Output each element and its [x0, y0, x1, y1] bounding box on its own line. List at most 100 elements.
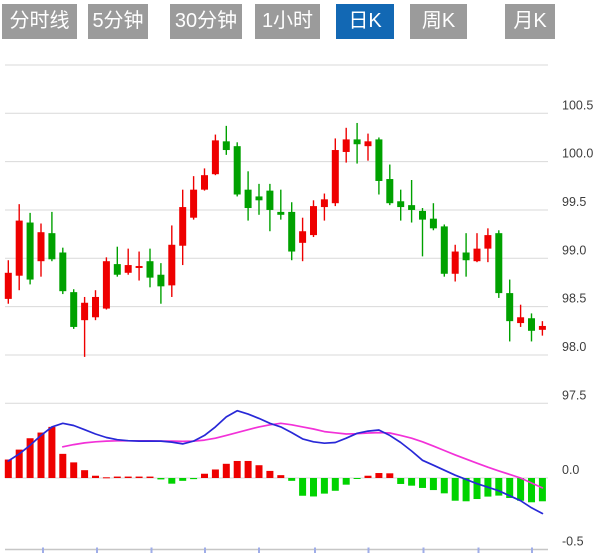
macd-histogram-bar [81, 470, 89, 478]
macd-histogram-bar [4, 459, 12, 478]
candle-body-up [299, 231, 307, 243]
price-axis-label: 100.0 [562, 147, 593, 161]
macd-histogram-bar [48, 426, 56, 478]
macd-histogram-bar [201, 473, 208, 478]
candle-body-down [113, 264, 121, 275]
candle-body-down [26, 222, 34, 280]
candle-body-down [375, 139, 383, 181]
macd-histogram-bar [310, 478, 317, 497]
macd-histogram-bar [462, 478, 470, 502]
price-axis-label: 99.5 [562, 195, 586, 209]
candle-body-down [353, 139, 361, 145]
candle-body-down [440, 226, 448, 274]
candle-body-down [157, 274, 165, 287]
candle-body-up [517, 317, 525, 324]
macd-histogram-bar [59, 453, 67, 478]
macd-histogram-bar [538, 478, 546, 502]
macd-histogram-bar [473, 478, 481, 500]
macd-histogram-bar [375, 473, 383, 478]
candle-body-down [233, 146, 241, 195]
macd-histogram-bar [157, 478, 165, 480]
candle-body-up [37, 232, 45, 262]
tab-daily-k[interactable]: 日K [336, 4, 394, 39]
tab-weekly-k[interactable]: 周K [410, 4, 467, 39]
macd-histogram-bar [190, 478, 198, 480]
macd-histogram-bar [124, 476, 132, 478]
macd-histogram-bar [37, 432, 45, 478]
macd-histogram-bar [92, 475, 99, 478]
candle-body-up [211, 140, 219, 175]
tab-30min[interactable]: 30分钟 [170, 4, 242, 39]
x-axis-tick [42, 547, 44, 553]
candle-body-down [386, 179, 394, 204]
candle-body-down [506, 293, 514, 322]
macd-histogram-bar [222, 463, 230, 478]
candle-body-up [190, 189, 198, 218]
macd-histogram-bar [102, 477, 110, 479]
candle-body-down [70, 292, 78, 327]
candle-body-down [48, 233, 56, 260]
macd-histogram-bar [113, 476, 121, 478]
candle-body-down [528, 318, 535, 331]
macd-histogram-bar [320, 478, 328, 494]
x-axis-tick [531, 547, 533, 553]
tab-monthly-k[interactable]: 月K [505, 4, 555, 39]
macd-histogram-bar [440, 478, 448, 494]
price-axis-labels: 100.5 100.0 99.5 99.0 98.5 98.0 97.5 [562, 98, 593, 402]
macd-histogram-bar [495, 478, 503, 496]
candle-body-down [146, 261, 154, 278]
macd-histogram-bar [288, 478, 296, 481]
candle-body-up [484, 235, 492, 249]
candle-body-down [277, 211, 285, 215]
tab-5min[interactable]: 5分钟 [88, 4, 148, 39]
macd-axis-label: -0.5 [562, 535, 584, 549]
x-axis-tick [96, 547, 98, 553]
macd-histogram-bar [353, 478, 361, 479]
price-axis-label: 99.0 [562, 243, 586, 257]
candle-body-down [266, 190, 274, 210]
candle-body-down [288, 211, 296, 252]
candle-body-up [364, 141, 372, 147]
x-axis-tick [477, 547, 480, 553]
macd-histogram-bar [299, 478, 307, 496]
macd-histogram-bar [70, 462, 78, 478]
candle-body-up [81, 302, 89, 321]
candle-body-up [331, 150, 339, 204]
macd-histogram-bar [211, 469, 219, 478]
macd-histogram-bar [135, 476, 143, 478]
candle-body-down [462, 252, 470, 261]
macd-histogram-bar [244, 460, 252, 478]
macd-histogram-bar [429, 478, 437, 491]
macd-histogram-bar [266, 470, 274, 478]
candle-body-up [310, 206, 317, 236]
candle-body-down [59, 252, 67, 292]
candle-body-down [429, 218, 437, 229]
price-axis-label: 98.5 [562, 292, 586, 306]
candlestick-series [4, 122, 546, 357]
x-axis-tick [367, 547, 370, 553]
x-axis-tick [150, 547, 153, 553]
x-axis-tick [204, 547, 206, 553]
macd-histogram-bar [168, 478, 176, 484]
candle-body-down [255, 196, 263, 201]
macd-histogram-bar [233, 460, 241, 478]
macd-histogram-bar [277, 475, 285, 478]
dif-line [7, 409, 544, 515]
macd-histogram-bar [506, 478, 514, 499]
price-axis-label: 97.5 [562, 388, 586, 402]
x-axis-tick [258, 547, 260, 553]
macd-axis-label: 0.0 [562, 463, 579, 477]
candle-body-down [419, 210, 426, 220]
macd-histogram-bar [386, 473, 394, 478]
x-axis-tick [422, 547, 425, 553]
tab-1hour[interactable]: 1小时 [255, 4, 320, 39]
macd-histogram-bar [179, 478, 187, 481]
candle-body-down [244, 189, 252, 209]
candle-body-up [179, 207, 187, 246]
candle-body-up [124, 265, 132, 273]
tab-timeshare[interactable]: 分时线 [2, 4, 77, 39]
macd-histogram-bar [408, 478, 416, 486]
macd-histogram-bar [451, 478, 459, 501]
macd-histogram-bar [15, 449, 23, 478]
